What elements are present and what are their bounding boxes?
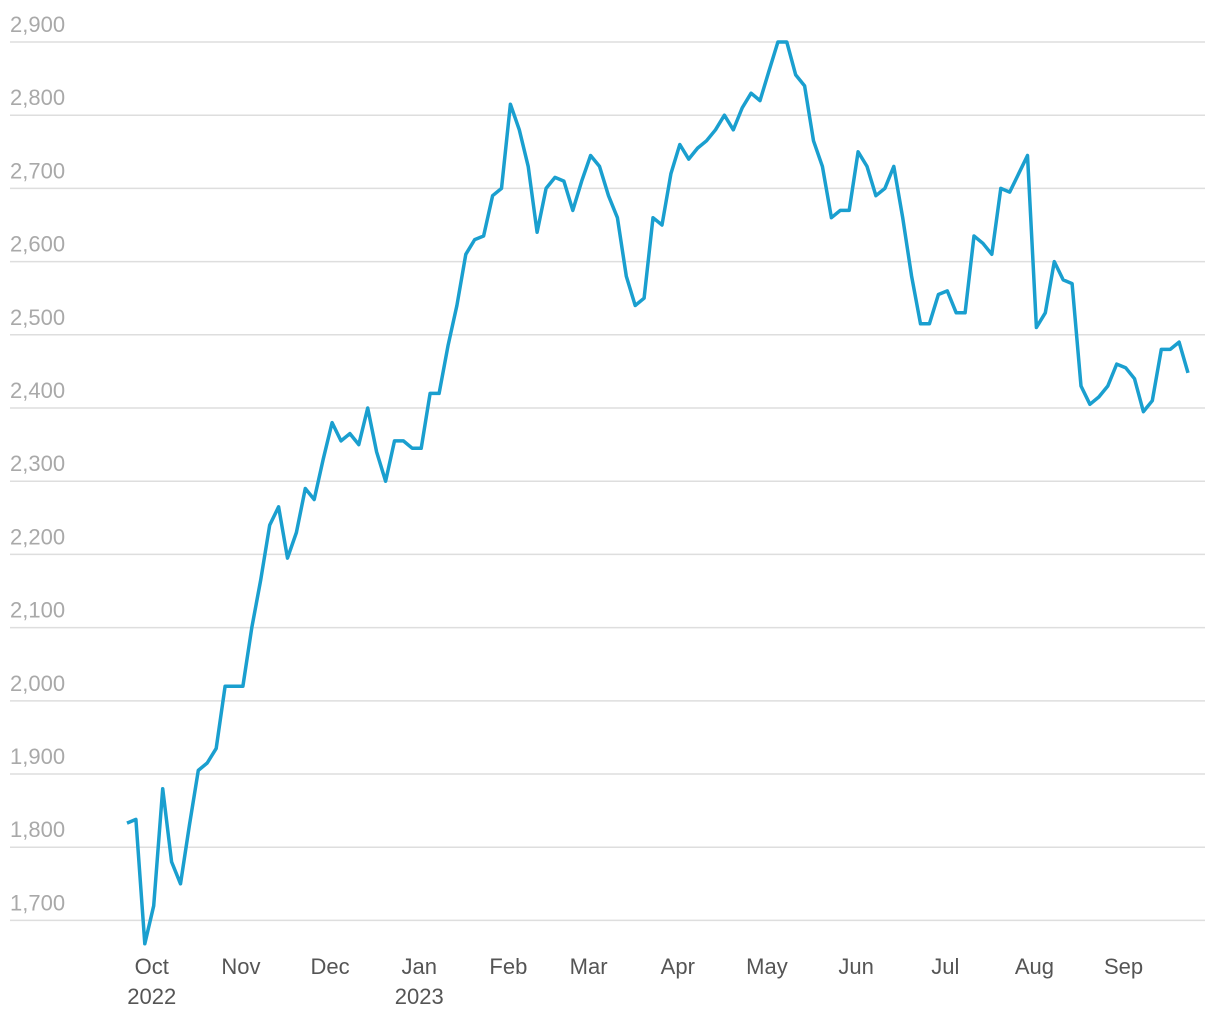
x-tick-label: Dec	[311, 954, 350, 979]
x-tick-label: Feb	[489, 954, 527, 979]
y-tick-label: 2,100	[10, 598, 65, 623]
x-tick-label: Apr	[661, 954, 695, 979]
y-tick-label: 2,900	[10, 12, 65, 37]
y-tick-label: 1,700	[10, 890, 65, 915]
y-tick-label: 2,500	[10, 305, 65, 330]
y-tick-label: 2,000	[10, 671, 65, 696]
y-tick-label: 1,800	[10, 817, 65, 842]
y-tick-label: 2,700	[10, 158, 65, 183]
y-tick-label: 2,200	[10, 524, 65, 549]
x-tick-label: Jun	[838, 954, 873, 979]
x-tick-label: Nov	[221, 954, 260, 979]
price-line	[126, 40, 1190, 946]
y-tick-label: 2,400	[10, 378, 65, 403]
x-tick-label: Aug	[1015, 954, 1054, 979]
x-tick-label: Oct 2022	[127, 954, 176, 1009]
x-tick-label: Jul	[931, 954, 959, 979]
x-tick-label: Jan 2023	[395, 954, 444, 1009]
y-tick-label: 1,900	[10, 744, 65, 769]
x-tick-label: Sep	[1104, 954, 1143, 979]
x-tick-label: Mar	[570, 954, 608, 979]
y-tick-label: 2,800	[10, 85, 65, 110]
x-tick-label: May	[746, 954, 788, 979]
y-tick-label: 2,600	[10, 232, 65, 257]
y-tick-label: 2,300	[10, 451, 65, 476]
